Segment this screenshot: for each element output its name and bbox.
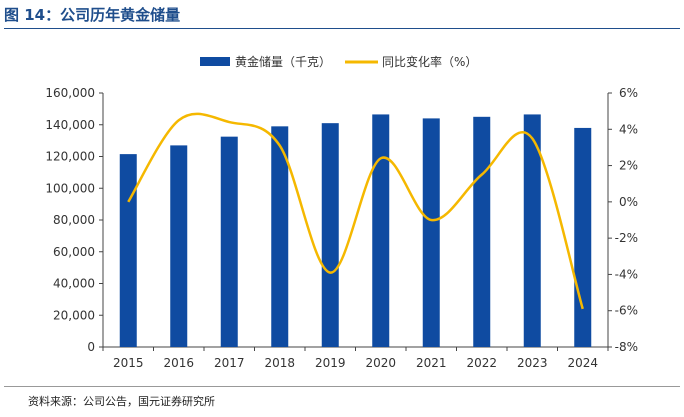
bar-2015 [119,154,137,347]
y-right-tick-label: -6% [615,304,638,318]
y-right-tick-label: -2% [615,231,638,245]
x-tick-label: 2017 [214,356,245,370]
bars [119,114,592,348]
bar-2022 [473,116,491,347]
y-left-tick-label: 160,000 [45,86,95,100]
y-left-tick-label: 120,000 [45,150,95,164]
y-right-tick-labels: -8% -6% -4% -2% 0% 2% 4% 6% [615,86,638,354]
y-left-tick-label: 80,000 [53,213,95,227]
legend: 黄金储量（千克） 同比变化率（%） [200,54,477,69]
title-rule [4,28,680,29]
x-tick-labels: 2015 2016 2017 2018 2019 2020 2021 2022 2023 2024 [113,356,598,370]
y-left-tick-label: 100,000 [45,181,95,195]
y-right-tick-label: 6% [619,86,638,100]
bar-2016 [170,145,188,347]
figure-title: 图 14：公司历年黄金储量 [4,6,181,24]
x-tick-label: 2019 [315,356,346,370]
chart: 黄金储量（千克） 同比变化率（%） 2015 2016 2017 2018 2019 20… [45,54,638,370]
bar-2019 [321,123,339,347]
x-tick-label: 2016 [163,356,194,370]
bar-2024 [574,127,592,347]
bar-2020 [372,114,390,348]
x-tick-label: 2018 [264,356,295,370]
x-tick-label: 2015 [113,356,144,370]
bar-2017 [220,136,238,347]
x-tick-label: 2023 [517,356,548,370]
source-note: 资料来源：公司公告，国元证券研究所 [28,395,215,408]
x-tick-label: 2020 [365,356,396,370]
bar-2023 [523,114,541,348]
y-right-tick-label: 2% [619,159,638,173]
x-tick-label: 2022 [466,356,497,370]
y-left-tick-label: 0 [87,340,95,354]
y-left-tick-label: 60,000 [53,245,95,259]
x-tick-label: 2024 [567,356,598,370]
line-series-path [127,112,584,310]
bar-2018 [271,126,289,348]
y-left-tick-label: 140,000 [45,118,95,132]
y-left-tick-label: 40,000 [53,277,95,291]
bottom-rule [4,386,680,387]
x-tick-label: 2021 [416,356,447,370]
y-left-tick-label: 20,000 [53,308,95,322]
legend-bar-label: 黄金储量（千克） [235,54,331,69]
y-left-tick-labels: 0 20,000 40,000 60,000 80,000 100,000 120,000 1… [45,86,95,354]
y-right-tick-label: 0% [619,195,638,209]
y-right-tick-label: 4% [619,122,638,136]
line-series [127,112,584,310]
legend-line-label: 同比变化率（%） [382,54,477,69]
legend-bar-swatch [200,57,230,66]
y-right-tick-label: -4% [615,267,638,281]
y-right-tick-label: -8% [615,340,638,354]
bar-2021 [422,118,440,348]
